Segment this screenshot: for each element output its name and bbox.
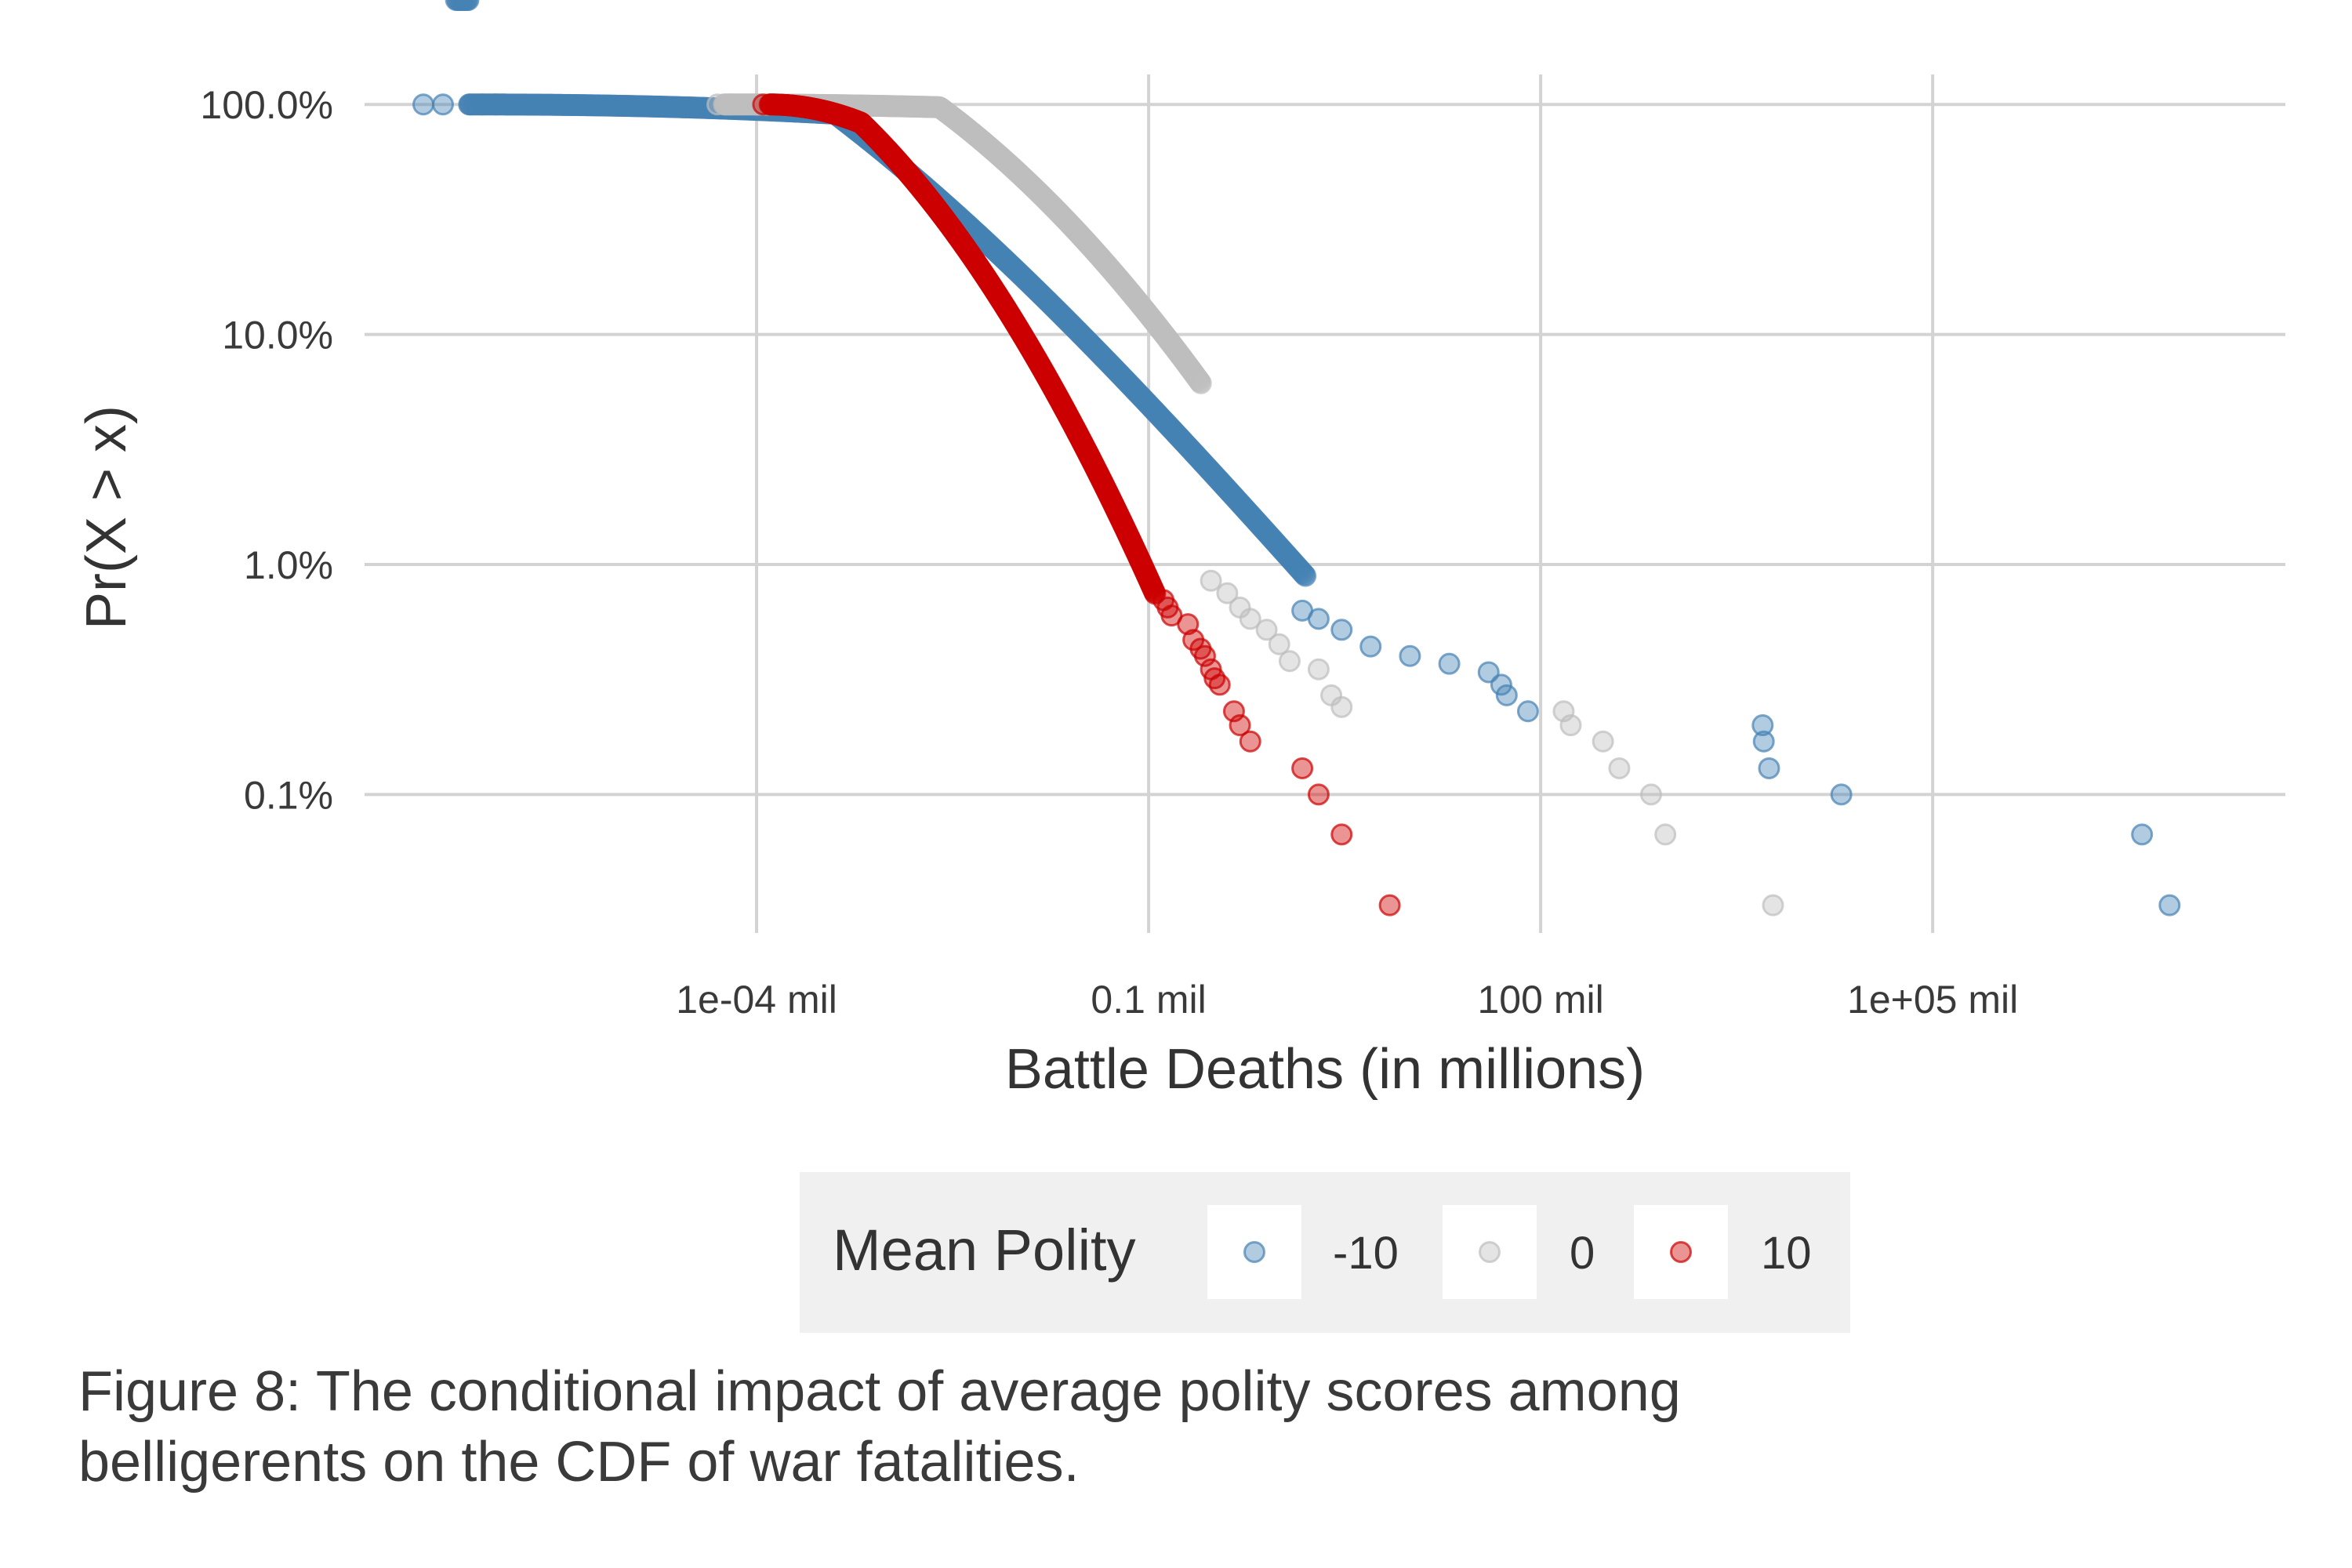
point-polity-10 xyxy=(1378,894,1401,916)
point-polity--10 xyxy=(1758,757,1780,779)
point-polity--10 xyxy=(1751,714,1774,737)
grid-lines xyxy=(365,74,2285,933)
y-tick-label: 1.0% xyxy=(244,543,333,587)
legend-key-marker xyxy=(1670,1241,1692,1263)
y-tick-label: 10.0% xyxy=(222,314,333,358)
point-polity--10 xyxy=(1495,684,1518,706)
point-polity-10 xyxy=(1291,757,1314,779)
x-tick-label: 1e+05 mil xyxy=(1847,978,2018,1022)
point-polity--10 xyxy=(1490,673,1512,696)
x-tick-label: 100 mil xyxy=(1478,978,1604,1022)
point-polity-10 xyxy=(1307,783,1330,806)
point-polity--10 xyxy=(1752,730,1775,753)
point-polity-0 xyxy=(1239,608,1261,630)
point-polity-0 xyxy=(1307,658,1330,681)
point-polity-10 xyxy=(1193,644,1216,667)
point-polity-0 xyxy=(1268,633,1290,655)
legend: Mean Polity -10 0 10 xyxy=(800,1172,1850,1333)
x-axis-title: Battle Deaths (in millions) xyxy=(1005,1038,1645,1101)
point-polity--10 xyxy=(2158,894,2181,916)
caption-line: belligerents on the CDF of war fatalitie… xyxy=(78,1431,1080,1494)
y-tick-label: 0.1% xyxy=(244,773,333,817)
figure-caption: Figure 8: The conditional impact of aver… xyxy=(78,1356,2195,1497)
legend-key-marker xyxy=(1479,1241,1501,1263)
point-polity--10 xyxy=(432,93,455,116)
x-tick-labels: 1e-04 mil 0.1 mil 100 mil 1e+05 mil xyxy=(676,978,2018,1022)
legend-title: Mean Polity xyxy=(833,1218,1136,1283)
point-polity--10 xyxy=(412,93,435,116)
y-tick-label: 100.0% xyxy=(200,83,333,127)
point-polity--10 xyxy=(2131,823,2154,846)
point-polity--10 xyxy=(1516,700,1539,723)
point-polity--10 xyxy=(1359,635,1382,658)
point-polity-0 xyxy=(1762,894,1784,916)
point-polity-10 xyxy=(1208,673,1231,696)
point-polity--10 xyxy=(1438,652,1461,675)
point-polity--10 xyxy=(457,0,480,11)
y-axis-title: Pr(X > x) xyxy=(75,405,138,630)
point-polity--10 xyxy=(1399,644,1421,667)
legend-key-box xyxy=(1634,1205,1728,1299)
legend-key-box xyxy=(1207,1205,1301,1299)
point-polity-10 xyxy=(1229,714,1251,737)
caption-line: Figure 8: The conditional impact of aver… xyxy=(78,1360,1681,1423)
point-polity-0 xyxy=(1330,695,1353,718)
point-polity-0 xyxy=(1559,714,1582,737)
legend-label: 0 xyxy=(1570,1228,1595,1279)
point-polity-0 xyxy=(1639,783,1662,806)
y-tick-labels: 100.0% 10.0% 1.0% 0.1% xyxy=(200,83,333,817)
point-polity-0 xyxy=(1654,823,1677,846)
legend-label: -10 xyxy=(1333,1228,1399,1279)
cdf-chart: 100.0% 10.0% 1.0% 0.1% 1e-04 mil 0.1 mil 100 … xyxy=(75,0,2285,1333)
point-polity-0 xyxy=(1189,372,1212,394)
point-polity--10 xyxy=(1830,783,1853,806)
point-polity--10 xyxy=(1330,619,1353,641)
x-tick-label: 1e-04 mil xyxy=(676,978,837,1022)
point-polity-0 xyxy=(1608,757,1631,779)
point-polity-10 xyxy=(1330,823,1353,846)
legend-key-box xyxy=(1443,1205,1537,1299)
point-polity-0 xyxy=(1592,730,1614,753)
legend-label: 10 xyxy=(1761,1228,1812,1279)
legend-key-marker xyxy=(1243,1241,1265,1263)
x-tick-label: 0.1 mil xyxy=(1091,978,1206,1022)
point-polity-0 xyxy=(1200,569,1222,592)
data-points xyxy=(412,0,2181,916)
point-polity-0 xyxy=(1216,582,1239,604)
point-polity-0 xyxy=(1278,650,1301,673)
point-polity--10 xyxy=(1294,564,1317,587)
point-polity--10 xyxy=(1307,608,1330,630)
point-polity-0 xyxy=(1255,619,1278,641)
point-polity-10 xyxy=(1239,730,1261,753)
